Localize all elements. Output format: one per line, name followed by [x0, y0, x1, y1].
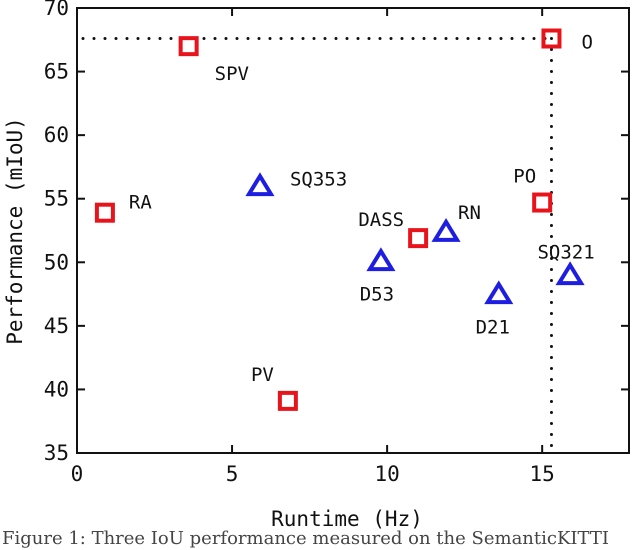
point-label-ra: RA — [129, 192, 152, 214]
data-markers — [94, 28, 585, 411]
point-label-o: O — [581, 32, 592, 54]
point-labels: SPV RA PV DASS PO O SQ353 D53 RN D21 SQ321 — [129, 32, 595, 386]
y-tick-label: 35 — [44, 441, 69, 465]
triangle-marker-d21 — [484, 280, 514, 305]
point-label-rn: RN — [458, 202, 481, 224]
point-label-sq321: SQ321 — [537, 241, 594, 263]
point-label-spv: SPV — [215, 63, 249, 85]
triangle-marker-sq321 — [555, 261, 585, 286]
y-tick-label: 50 — [44, 250, 69, 274]
triangle-marker-sq353 — [245, 172, 275, 197]
square-marker-pv — [277, 390, 298, 411]
axis-ticks — [76, 7, 629, 454]
plot-frame — [76, 7, 630, 454]
y-tick-label: 55 — [44, 187, 69, 211]
x-axis-title: Runtime (Hz) — [271, 507, 423, 531]
x-tick-label: 10 — [374, 462, 399, 486]
tick-labels: 0 5 10 15 35 40 45 50 55 60 65 70 — [44, 0, 555, 486]
triangle-marker-d53 — [366, 247, 396, 272]
square-marker-po — [532, 192, 553, 213]
y-tick-label: 40 — [44, 377, 69, 401]
y-tick-label: 65 — [44, 60, 69, 84]
figure-caption: Figure 1: Three IoU performance measured… — [2, 528, 609, 549]
square-marker-o — [541, 28, 562, 49]
point-label-sq353: SQ353 — [290, 168, 347, 190]
y-tick-label: 60 — [44, 123, 69, 147]
x-tick-label: 0 — [71, 462, 84, 486]
y-tick-label: 70 — [44, 0, 69, 20]
square-marker-spv — [178, 36, 199, 57]
square-marker-ra — [94, 202, 115, 223]
point-label-po: PO — [513, 166, 536, 188]
x-tick-label: 15 — [530, 462, 555, 486]
point-label-dass: DASS — [358, 209, 404, 231]
y-axis-title: Performance (mIoU) — [3, 117, 27, 345]
point-label-d53: D53 — [360, 283, 394, 305]
square-marker-dass — [408, 228, 429, 249]
triangle-marker-rn — [431, 218, 461, 242]
point-label-pv: PV — [251, 364, 274, 386]
point-label-d21: D21 — [476, 316, 510, 338]
reference-lines — [81, 37, 553, 451]
x-tick-label: 5 — [226, 462, 239, 486]
y-tick-label: 45 — [44, 314, 69, 338]
